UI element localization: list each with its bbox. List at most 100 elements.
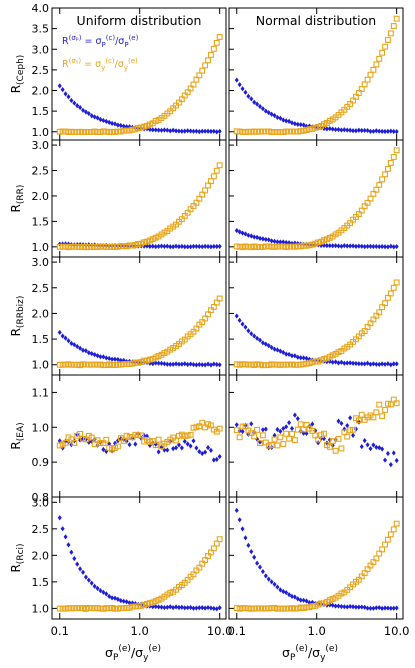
ytick-label: 1.5 [32,105,50,118]
data-point [86,110,91,117]
data-point [185,128,190,134]
ytick-label: 2.0 [32,85,50,98]
data-point [272,238,277,244]
series-sigma-y [56,419,223,453]
data-point [266,342,271,349]
data-point [348,127,353,133]
data-point [289,120,294,126]
ytick-label: 1.1 [32,386,50,399]
data-point [255,560,260,566]
ytick-label: 2.5 [32,165,50,178]
series-sigma-y [233,396,400,454]
data-point [185,441,190,447]
data-point [217,362,222,368]
data-point [60,333,65,339]
data-point [156,127,161,133]
data-point [277,434,284,441]
data-point [336,360,341,366]
data-point [289,353,294,359]
data-point [289,593,294,599]
data-point [162,127,167,133]
data-point [75,102,80,109]
data-point [275,426,280,433]
data-point [371,243,376,250]
data-point [174,243,179,249]
data-point [213,39,220,46]
data-point [281,239,286,245]
ytick-label: 1.5 [32,215,50,228]
data-point [165,604,170,610]
data-point [281,425,286,432]
data-point [176,361,181,367]
data-point [274,442,281,449]
data-point [304,598,309,604]
data-point [66,94,71,100]
panel-Rci-Normal: 0.1 1.0 10.0 [228,496,409,638]
data-point [257,440,263,447]
data-point [348,415,353,421]
data-point [342,604,347,610]
data-point [72,342,77,348]
data-point [249,96,254,102]
data-point [260,568,265,575]
data-point [272,346,277,352]
series-sigma-y [56,162,223,251]
data-point [101,446,106,453]
data-point [383,244,388,250]
data-point [252,333,257,339]
data-point [376,401,383,408]
data-point [197,449,202,455]
data-point [179,361,184,367]
data-point [197,243,202,250]
data-point [71,439,78,446]
data-point [258,564,263,570]
data-point [345,604,350,610]
data-point [356,604,361,610]
data-point [336,418,341,424]
data-point [393,147,400,154]
data-point [259,432,266,439]
data-point [284,351,289,357]
xtick-label: 0.1 [228,624,246,638]
data-point [207,52,214,58]
data-point [281,117,286,123]
data-point [365,127,370,134]
data-point [336,603,341,609]
data-point [316,440,321,446]
data-point [368,605,373,611]
data-point [255,335,260,341]
data-point [104,355,109,361]
data-point [211,128,216,134]
data-point [197,129,202,135]
data-point [275,114,280,121]
data-point [249,421,254,427]
data-point [388,605,393,611]
data-point [188,361,193,367]
data-point [63,335,68,341]
data-point [384,37,391,43]
data-point [66,542,71,548]
data-point [295,596,300,602]
ytick-label: 3.0 [32,256,50,269]
xtick-label: 10.0 [207,624,233,638]
data-point [176,128,181,134]
data-point [339,420,344,427]
data-point [394,128,399,135]
data-point [263,108,268,114]
data-point [240,321,245,327]
data-point [240,428,245,435]
panel-Ceph-Uniform: 1.0 1.5 2.0 2.5 3.0 3.5 4.0 R(Ceph) [9,2,227,141]
data-point [114,443,121,450]
data-point [301,355,306,361]
ytick-label: 1.5 [32,333,50,346]
data-point [374,361,379,367]
data-point [269,111,274,117]
data-point [243,535,248,541]
data-point [176,604,181,611]
data-point [206,243,211,250]
data-point [266,110,271,116]
data-point [124,599,129,605]
ytick-label: 3.5 [32,23,50,36]
data-point [390,526,397,533]
